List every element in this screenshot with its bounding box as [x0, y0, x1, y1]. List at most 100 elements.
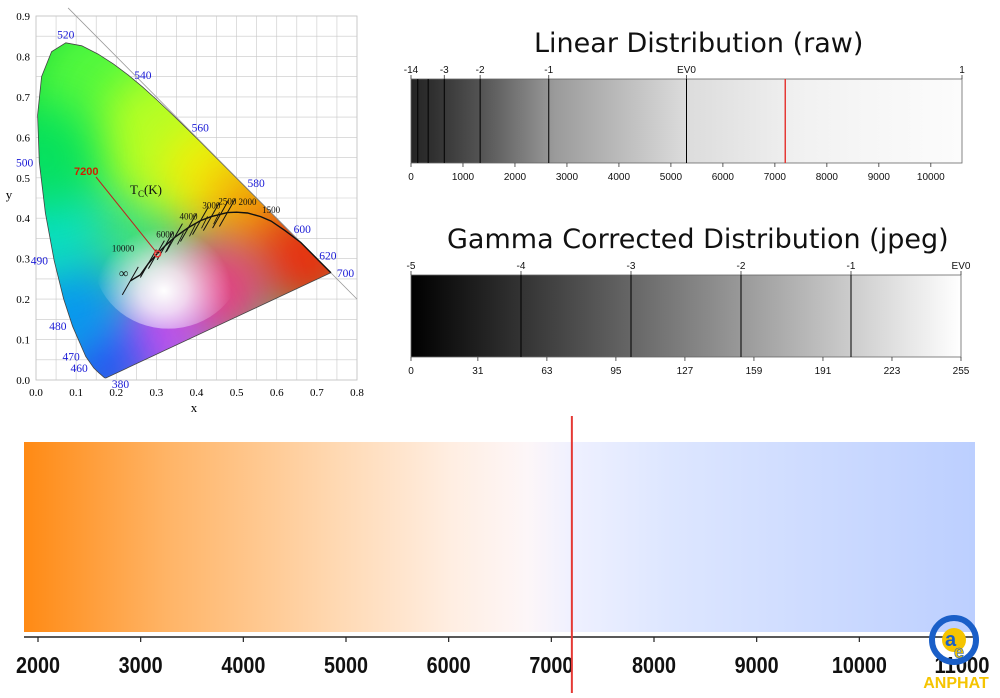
linear-axis-label: 8000 [816, 172, 839, 183]
linear-chart: -14 -3 -2 -1 EV0 1 0 1000 2000 3000 4000 5000 6000 70… [395, 62, 985, 192]
linear-axis-label: 3000 [556, 172, 579, 183]
cie-hue-blob [253, 203, 331, 314]
linear-axis-label: 4000 [608, 172, 631, 183]
cie-ylabel: y [6, 187, 13, 202]
linear-ev-label: -2 [476, 65, 485, 76]
temperature-label: 3000 [202, 201, 221, 211]
linear-ev-label: 1 [959, 65, 965, 76]
linear-chart-svg: -14 -3 -2 -1 EV0 1 0 1000 2000 3000 4000 5000 6000 70… [404, 65, 965, 183]
logo-emblem-icon: a e ANPHAT [923, 615, 989, 692]
wavelength-label: 380 [112, 379, 130, 391]
temperature-marker-point [153, 250, 162, 258]
wavelength-label: 620 [319, 250, 337, 262]
linear-ev-label: EV0 [677, 65, 696, 76]
cie-y-tick-label: 0.9 [16, 11, 30, 23]
temperature-axis-label: 9000 [735, 652, 779, 678]
gamma-axis-label: 63 [541, 366, 553, 377]
cie-x-tick-label: 0.2 [109, 387, 123, 399]
wavelength-label: 580 [247, 178, 265, 190]
temperature-axis-label: 4000 [221, 652, 265, 678]
gamma-axis-label: 95 [610, 366, 622, 377]
gamma-axis-label: 31 [472, 366, 484, 377]
isotemperature-minor-tick [165, 240, 172, 253]
linear-axis-label: 10000 [917, 172, 945, 183]
cie-x-tick-label: 0.5 [230, 387, 244, 399]
temperature-label: 1500 [262, 205, 281, 215]
wavelength-label: 600 [294, 224, 312, 236]
cie-x-tick-label: 0.0 [29, 387, 43, 399]
temperature-axis-label: 5000 [324, 652, 368, 678]
cie-hue-blob [37, 102, 100, 213]
linear-axis-label: 6000 [712, 172, 735, 183]
gamma-axis-label: 255 [953, 366, 970, 377]
temperature-marker-leader [95, 176, 158, 255]
temperature-chart-svg: 2000 3000 4000 5000 6000 7000 8000 9000 10000 110… [16, 416, 990, 693]
temperature-axis-label: 10000 [832, 652, 887, 678]
linear-marks: -14 -3 -2 -1 EV0 1 0 1000 2000 3000 4000 5000 6000 70… [404, 65, 965, 183]
isotemperature-line [218, 198, 236, 227]
temperature-marks: 2000 3000 4000 5000 6000 7000 8000 9000 10000 110… [16, 416, 990, 693]
cie-y-tick-label: 0.4 [16, 213, 30, 225]
linear-axis-label: 2000 [504, 172, 527, 183]
isotemperature-minor-tick [213, 212, 220, 225]
planckian-label: TC(K) [130, 182, 162, 199]
linear-ev-label: -14 [404, 65, 419, 76]
isotemperature-minor-tick [201, 216, 208, 229]
temperature-axis-label: 2000 [16, 652, 60, 678]
temperature-axis-label: 7000 [529, 652, 573, 678]
wavelength-label: 560 [192, 123, 210, 135]
cie-y-tick-label: 0.0 [16, 375, 30, 387]
isotemperature-line [165, 223, 183, 252]
temperature-label: ∞ [119, 265, 128, 280]
svg-text:e: e [954, 642, 964, 662]
isotemperature-minor-tick [189, 224, 196, 237]
temperature-marker-label: 7200 [74, 166, 98, 178]
cie-chart-svg: 0.0 0.1 0.2 0.3 0.4 0.5 0.6 0.7 0.8 0.0 0.1 0.2 0.3 0… [6, 7, 364, 415]
linear-axis-label: 5000 [660, 172, 683, 183]
planckian-locus [95, 176, 332, 296]
temperature-label: 2000 [238, 197, 257, 207]
temperature-axis-label: 3000 [119, 652, 163, 678]
isotemperature-line [192, 206, 209, 235]
cie-x-tick-label: 0.7 [310, 387, 324, 399]
cie-y-tick-label: 0.6 [16, 132, 30, 144]
gamma-axis-label: 223 [884, 366, 901, 377]
gamma-gradient-bar [410, 274, 962, 358]
gamma-ev-label: -1 [847, 261, 856, 272]
anphat-logo: a e ANPHAT [912, 606, 1000, 693]
svg-text:a: a [945, 629, 957, 651]
cie-x-tick-label: 0.4 [190, 387, 204, 399]
wavelength-label: 520 [57, 30, 75, 42]
linear-chart-title: Linear Distribution (raw) [534, 28, 864, 59]
wavelength-label: 480 [49, 321, 67, 333]
cie-xlabel: x [191, 400, 198, 415]
cie-chart: 0.0 0.1 0.2 0.3 0.4 0.5 0.6 0.7 0.8 0.0 0.1 0.2 0.3 0… [0, 0, 370, 420]
isotemperature-line [139, 249, 157, 278]
gamma-axis-label: 159 [746, 366, 763, 377]
gamma-ev-label: -2 [737, 261, 746, 272]
cie-white-point [93, 188, 244, 329]
isotemperature-line [121, 266, 139, 296]
wavelength-label: 490 [31, 256, 49, 268]
cie-x-tick-label: 0.3 [150, 387, 164, 399]
gamma-ev-label: EV0 [952, 261, 971, 272]
temperature-chart: 2000 3000 4000 5000 6000 7000 8000 9000 10000 110… [0, 414, 1000, 693]
gamma-ev-label: -4 [517, 261, 526, 272]
isotemperature-line [147, 240, 165, 269]
cie-axes: 0.0 0.1 0.2 0.3 0.4 0.5 0.6 0.7 0.8 0.0 0.1 0.2 0.3 0… [16, 11, 364, 399]
wavelength-label: 470 [63, 352, 81, 364]
temperature-axis-label: 6000 [427, 652, 471, 678]
wavelength-label: 700 [337, 268, 355, 280]
temperature-gradient-bar [24, 442, 975, 632]
cie-x-tick-label: 0.8 [350, 387, 364, 399]
cie-y-tick-label: 0.8 [16, 51, 30, 63]
wavelength-label: 540 [134, 70, 152, 82]
gamma-marks: -5 -4 -3 -2 -1 EV0 0 31 63 95 127 159 191 223 255 [407, 261, 971, 377]
linear-ev-label: -3 [440, 65, 449, 76]
linear-axis-label: 1000 [452, 172, 475, 183]
linear-ev-label: -1 [544, 65, 553, 76]
logo-text: ANPHAT [923, 675, 989, 692]
linear-axis-label: 9000 [868, 172, 891, 183]
gamma-chart: -5 -4 -3 -2 -1 EV0 0 31 63 95 127 159 191 223 255 [395, 258, 985, 380]
